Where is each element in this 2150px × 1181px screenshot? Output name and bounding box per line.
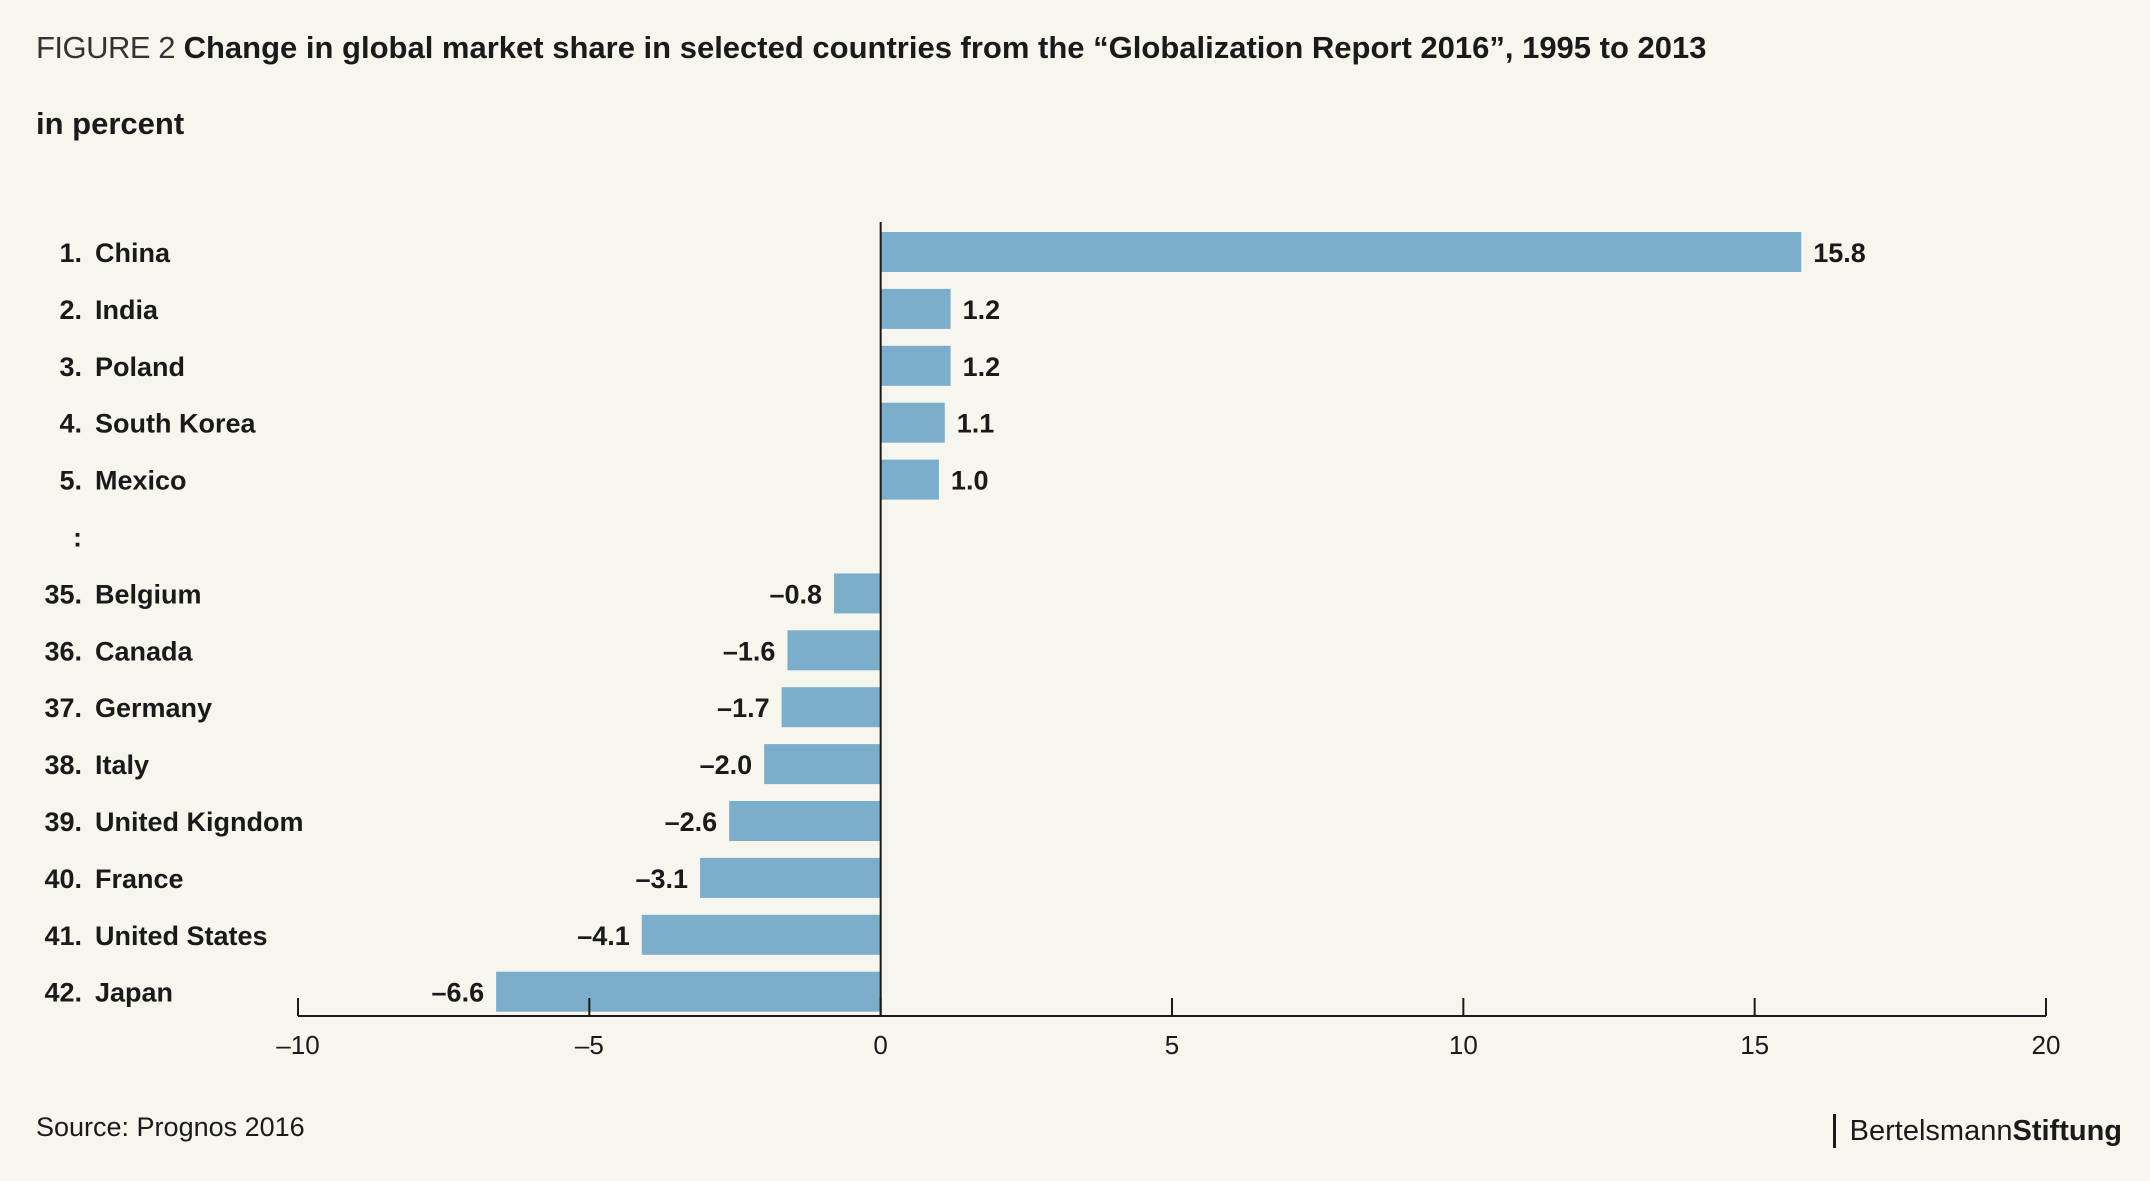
row-rank: 1. [59, 238, 82, 268]
row-rank: 36. [44, 636, 82, 666]
bar [834, 573, 881, 614]
source-note: Source: Prognos 2016 [36, 1112, 305, 1142]
unit-label: in percent [36, 106, 185, 141]
bar-value-label: –0.8 [769, 579, 822, 609]
bar-value-label: 15.8 [1813, 238, 1866, 268]
row-rank: 4. [59, 409, 82, 439]
bar-value-label: –1.7 [717, 693, 770, 723]
bar-value-label: –2.0 [700, 750, 753, 780]
x-tick-label: 10 [1449, 1030, 1478, 1060]
row-rank: 41. [44, 921, 82, 951]
bar-value-label: 1.2 [963, 352, 1001, 382]
x-tick-label: 15 [1740, 1030, 1769, 1060]
figure-label: FIGURE 2 [36, 30, 175, 65]
row-rank: 35. [44, 579, 82, 609]
row-country-label: United Kigndom [95, 807, 303, 837]
bar [880, 288, 951, 329]
row-rank: 40. [44, 864, 82, 894]
row-country-label: Belgium [95, 579, 202, 609]
bar-value-label: –4.1 [577, 921, 630, 951]
bar [880, 402, 945, 443]
bar [880, 345, 951, 386]
bar-value-label: –6.6 [432, 978, 485, 1008]
row-rank: 39. [44, 807, 82, 837]
bar [700, 857, 881, 898]
bar-value-label: –3.1 [635, 864, 688, 894]
x-tick-label: –5 [575, 1030, 604, 1060]
bar [641, 914, 881, 955]
row-country-label: Canada [95, 636, 194, 666]
row-country-label: India [95, 295, 159, 325]
row-rank: 3. [59, 352, 82, 382]
row-country-label: Italy [95, 750, 149, 780]
bar-value-label: 1.2 [963, 295, 1001, 325]
row-rank: 38. [44, 750, 82, 780]
bar-value-label: 1.1 [957, 409, 995, 439]
row-country-label: Japan [95, 978, 173, 1008]
row-country-label: France [95, 864, 184, 894]
row-country-label: Germany [95, 693, 212, 723]
bar [880, 459, 939, 500]
row-rank: 42. [44, 978, 82, 1008]
brand-part2: Stiftung [2012, 1115, 2122, 1147]
brand-logo: BertelsmannStiftung [1832, 1114, 2122, 1148]
x-tick-label: 5 [1165, 1030, 1179, 1060]
brand-part1: Bertelsmann [1849, 1115, 2013, 1147]
figure-title-text: Change in global market share in selecte… [183, 30, 1707, 65]
bar-value-label: –2.6 [665, 807, 718, 837]
row-rank: 2. [59, 295, 82, 325]
bar [764, 744, 881, 785]
bar [496, 971, 881, 1012]
bar [729, 801, 881, 841]
row-country-label: Mexico [95, 466, 187, 496]
bar-value-label: –1.6 [723, 636, 776, 666]
x-tick-label: 0 [873, 1030, 887, 1060]
row-country-label: Poland [95, 352, 185, 382]
row-country-label: South Korea [95, 409, 256, 439]
row-rank: : [73, 523, 82, 553]
row-country-label: United States [95, 921, 268, 951]
row-rank: 37. [44, 693, 82, 723]
bar [880, 232, 1802, 272]
row-rank: 5. [59, 466, 82, 496]
x-tick-label: 20 [2032, 1030, 2061, 1060]
bar-chart: 1. China 15.8 2. India 1.2 3. Poland 1.2 4. South … [44, 222, 2061, 1060]
bar [781, 687, 881, 728]
bar [787, 630, 881, 671]
row-country-label: China [95, 238, 171, 268]
x-tick-label: –10 [276, 1030, 319, 1060]
bar-value-label: 1.0 [951, 466, 989, 496]
chart-title: FIGURE 2 Change in global market share i… [36, 30, 1706, 66]
